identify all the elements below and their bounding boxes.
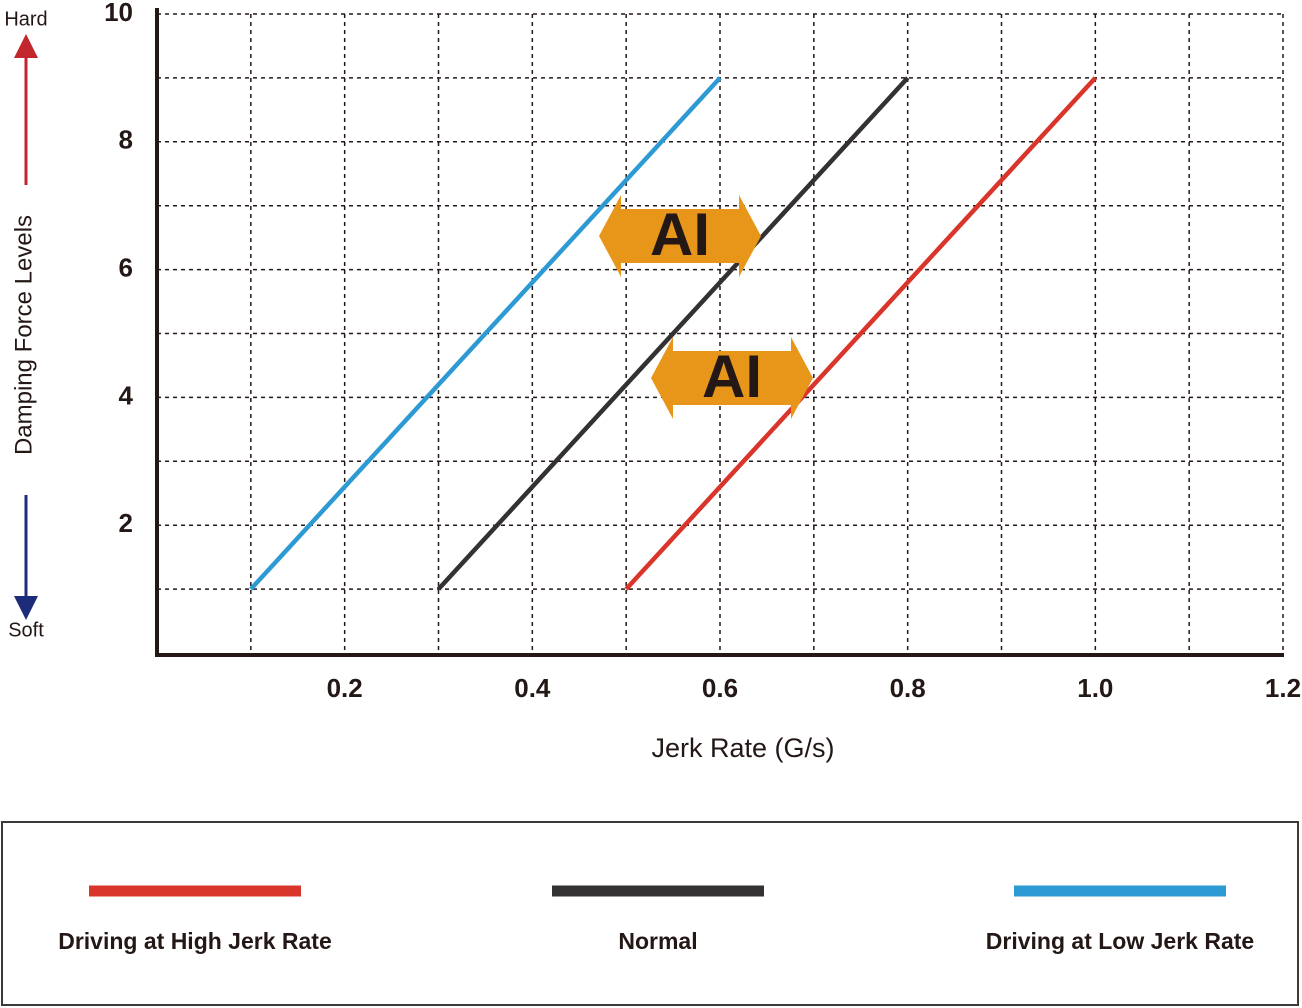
- x-tick-label: 1.0: [1077, 673, 1113, 703]
- series-line: [624, 76, 1097, 591]
- y-tick-label: 8: [119, 125, 133, 155]
- series-line: [249, 76, 722, 591]
- annotations: AI AI: [599, 195, 813, 419]
- annotation-text: AI: [702, 343, 762, 410]
- soft-label: Soft: [8, 619, 44, 641]
- x-axis-label: Jerk Rate (G/s): [651, 733, 834, 763]
- y-tick-label: 4: [119, 380, 134, 410]
- y-tick-label: 2: [119, 508, 133, 538]
- x-tick-label: 0.6: [702, 673, 738, 703]
- annotation-text: AI: [650, 201, 710, 268]
- legend-box: [1, 821, 1299, 1006]
- legend: Driving at High Jerk Rate Normal Driving a…: [58, 885, 1254, 954]
- grid: [157, 13, 1284, 653]
- x-tick-label: 0.2: [327, 673, 363, 703]
- hard-label: Hard: [4, 8, 47, 30]
- legend-label: Driving at High Jerk Rate: [58, 928, 332, 954]
- y-tick-label: 10: [104, 0, 133, 27]
- x-tick-label: 1.2: [1265, 673, 1301, 703]
- series-line: [436, 76, 910, 591]
- x-tick-label: 0.4: [514, 673, 551, 703]
- annotation-arrow: [651, 337, 813, 419]
- legend-label: Driving at Low Jerk Rate: [986, 928, 1254, 954]
- y-axis-label: Damping Force Levels: [10, 215, 37, 455]
- legend-label: Normal: [618, 928, 697, 954]
- annotation-arrow: [599, 195, 761, 277]
- series-lines: [249, 76, 1097, 591]
- y-tick-label: 6: [119, 252, 133, 282]
- x-tick-label: 0.8: [890, 673, 926, 703]
